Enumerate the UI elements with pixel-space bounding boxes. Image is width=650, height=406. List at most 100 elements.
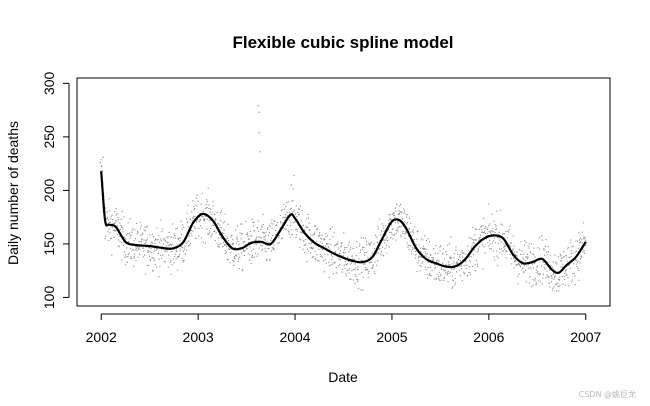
observation-point [186,249,188,251]
observation-point [171,264,173,266]
observation-point [399,225,401,228]
observation-point [535,283,537,285]
observation-point [142,232,144,234]
observation-point [345,275,347,277]
observation-point [435,278,437,280]
observation-point [315,225,317,227]
observation-point [212,224,215,226]
observation-point [281,223,283,225]
observation-point [516,255,518,257]
observation-point [224,244,226,246]
observation-point [403,221,405,223]
observation-point [183,246,185,248]
observation-point [546,254,548,256]
observation-point [510,257,512,260]
observation-point [325,232,327,234]
observation-point [461,280,463,282]
observation-point [201,216,203,218]
observation-point [176,250,178,253]
observation-point [485,226,487,228]
observation-point [162,238,164,240]
observation-point [368,242,370,244]
observation-point [450,236,452,238]
observation-point [312,247,314,249]
observation-point [545,239,547,241]
observation-point [532,284,534,286]
observation-point [553,278,555,280]
observation-point [523,265,525,267]
observation-point [205,207,207,209]
observation-point [410,231,412,233]
observation-point [460,265,462,267]
observation-point [551,275,553,277]
observation-point [581,239,583,241]
observation-point [533,254,535,256]
observation-point [419,256,421,258]
observation-point [289,208,291,210]
observation-point [560,260,562,262]
observation-point [584,237,586,239]
observation-point [563,251,565,253]
observation-point [146,246,148,248]
observation-point [117,245,120,247]
observation-point [546,274,548,276]
y-tick-label: 150 [41,232,57,256]
observation-point [363,263,365,265]
observation-point [508,228,510,230]
observation-point [118,239,120,241]
observation-point [453,261,455,263]
observation-point [143,250,145,252]
observation-point [249,246,251,248]
observation-point [562,266,564,268]
x-tick-label: 2006 [473,329,504,345]
observation-point [525,256,527,258]
observation-point [416,271,418,273]
observation-point [348,272,350,274]
observation-point [132,249,134,251]
observation-point [484,227,486,230]
observation-point [321,234,323,236]
observation-point [291,200,293,202]
observation-point [215,218,217,220]
observation-point [127,255,129,258]
observation-point [561,257,563,259]
observation-point [523,271,525,273]
observation-point [134,249,136,251]
observation-point [423,247,425,249]
observation-point [420,265,422,267]
observation-points [99,105,587,292]
observation-point [207,187,209,189]
observation-point [552,287,554,289]
observation-point [364,269,366,271]
observation-point [166,237,168,239]
observation-point [453,280,455,282]
observation-point [403,208,405,210]
observation-point [376,241,379,243]
observation-point [160,257,163,259]
observation-point [185,218,187,220]
observation-point [257,105,259,107]
observation-point [234,247,236,249]
observation-point [384,242,386,244]
observation-point [448,264,450,266]
observation-point [414,257,416,259]
observation-point [226,237,229,239]
observation-point [203,218,205,220]
observation-point [236,255,238,257]
observation-point [323,271,325,273]
observation-point [436,261,438,263]
observation-point [149,259,151,261]
observation-point [231,234,233,236]
observation-point [199,225,202,227]
observation-point [380,253,382,255]
observation-point [321,249,324,251]
observation-point [423,255,425,257]
observation-point [175,249,177,251]
observation-point [193,209,195,211]
observation-point [318,246,320,248]
observation-point [321,238,323,240]
observation-point [311,257,313,259]
observation-point [238,253,240,255]
observation-point [154,242,156,245]
observation-point [320,237,322,240]
